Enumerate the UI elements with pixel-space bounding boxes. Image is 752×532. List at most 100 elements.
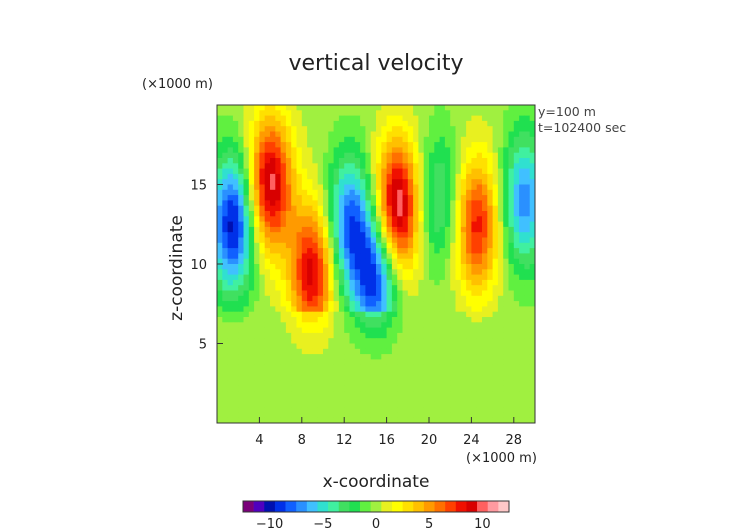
heatmap-cell — [391, 322, 398, 328]
heatmap-cell — [328, 173, 334, 180]
heatmap-cell — [270, 327, 276, 334]
heatmap-cell — [455, 306, 462, 313]
heatmap-cell — [497, 189, 504, 196]
heatmap-cell — [328, 120, 334, 127]
heatmap-cell — [397, 205, 403, 212]
heatmap-cell — [217, 338, 223, 344]
heatmap-cell — [333, 173, 340, 180]
heatmap-cell — [254, 285, 260, 291]
heatmap-cell — [391, 311, 398, 318]
heatmap-cell — [254, 142, 260, 148]
heatmap-cell — [285, 338, 292, 344]
heatmap-cell — [508, 184, 515, 191]
heatmap-cell — [254, 189, 260, 196]
heatmap-cell — [365, 173, 372, 180]
heatmap-cell — [344, 158, 350, 164]
heatmap-cell — [418, 343, 425, 350]
heatmap-cell — [444, 158, 451, 164]
heatmap-cell — [254, 105, 260, 111]
heatmap-cell — [232, 205, 239, 212]
heatmap-cell — [397, 179, 403, 185]
heatmap-cell — [285, 168, 292, 175]
heatmap-cell — [338, 195, 345, 201]
heatmap-cell — [232, 332, 239, 339]
heatmap-cell — [344, 189, 350, 196]
heatmap-cell — [455, 142, 462, 148]
heatmap-cell — [285, 417, 292, 424]
heatmap-cell — [423, 407, 430, 413]
heatmap-cell — [227, 348, 234, 355]
heatmap-cell — [482, 226, 488, 233]
heatmap-cell — [312, 317, 319, 323]
heatmap-cell — [222, 152, 228, 159]
heatmap-cell — [407, 200, 414, 207]
heatmap-cell — [370, 285, 377, 291]
heatmap-cell — [323, 189, 329, 196]
heatmap-cell — [270, 295, 276, 302]
heatmap-cell — [333, 279, 340, 286]
heatmap-cell — [407, 317, 414, 323]
heatmap-cell — [471, 136, 478, 143]
heatmap-cell — [460, 142, 467, 148]
heatmap-cell — [217, 152, 223, 159]
heatmap-cell — [291, 147, 297, 154]
heatmap-cell — [307, 221, 313, 228]
heatmap-cell — [354, 184, 361, 191]
heatmap-cell — [238, 184, 244, 191]
heatmap-cell — [370, 301, 377, 307]
heatmap-cell — [275, 152, 281, 159]
heatmap-cell — [492, 115, 499, 122]
heatmap-cell — [344, 264, 350, 270]
heatmap-cell — [349, 290, 356, 297]
heatmap-cell — [429, 152, 435, 159]
heatmap-cell — [444, 110, 451, 116]
heatmap-cell — [508, 179, 515, 185]
heatmap-cell — [238, 264, 244, 270]
heatmap-cell — [238, 370, 244, 376]
heatmap-cell — [317, 115, 324, 122]
heatmap-cell — [360, 375, 366, 381]
heatmap-cell — [397, 168, 403, 175]
heatmap-cell — [254, 301, 260, 307]
heatmap-cell — [285, 158, 292, 164]
heatmap-cell — [370, 126, 377, 132]
heatmap-cell — [280, 359, 287, 366]
heatmap-cell — [476, 401, 483, 408]
heatmap-cell — [439, 110, 446, 116]
heatmap-cell — [397, 269, 403, 275]
heatmap-cell — [460, 385, 467, 392]
heatmap-cell — [349, 237, 356, 244]
heatmap-cell — [217, 105, 223, 111]
heatmap-cell — [232, 195, 239, 201]
heatmap-cell — [285, 317, 292, 323]
heatmap-cell — [354, 264, 361, 270]
heatmap-cell — [476, 195, 483, 201]
heatmap-cell — [338, 407, 345, 413]
heatmap-cell — [476, 232, 483, 238]
heatmap-cell — [402, 354, 409, 360]
heatmap-cell — [519, 142, 525, 148]
heatmap-cell — [365, 380, 372, 387]
heatmap-cell — [466, 105, 472, 111]
heatmap-cell — [460, 359, 467, 366]
heatmap-cell — [513, 306, 520, 313]
heatmap-cell — [376, 332, 382, 339]
heatmap-cell — [397, 120, 403, 127]
heatmap-cell — [444, 264, 451, 270]
heatmap-cell — [413, 152, 419, 159]
heatmap-cell — [217, 131, 223, 138]
heatmap-cell — [323, 264, 329, 270]
heatmap-cell — [513, 152, 520, 159]
heatmap-cell — [413, 385, 419, 392]
heatmap-cell — [312, 179, 319, 185]
heatmap-cell — [476, 375, 483, 381]
heatmap-cell — [344, 359, 350, 366]
colorbar-swatch — [391, 501, 403, 512]
heatmap-cell — [338, 120, 345, 127]
heatmap-cell — [285, 258, 292, 265]
heatmap-cell — [301, 417, 308, 424]
heatmap-cell — [317, 306, 324, 313]
heatmap-cell — [397, 364, 403, 371]
heatmap-cell — [275, 391, 281, 397]
heatmap-cell — [503, 338, 509, 344]
